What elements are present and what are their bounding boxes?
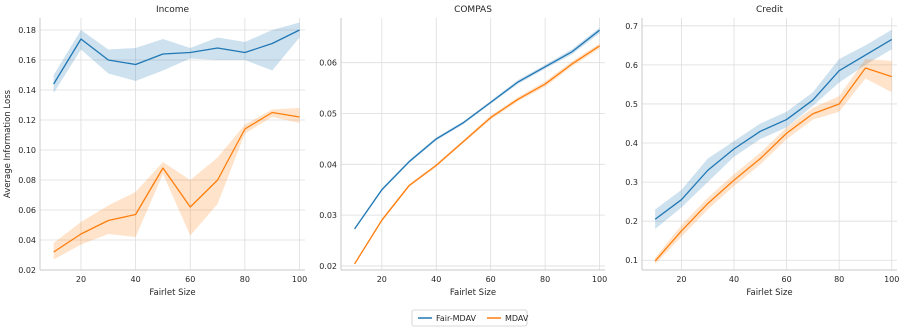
y-tick-label: 0.16: [18, 56, 36, 65]
x-axis-label: Fairlet Size: [746, 288, 792, 298]
y-tick-label: 0.05: [319, 110, 337, 119]
y-axis-label: Average Information Loss: [3, 89, 13, 198]
y-tick-label: 0.6: [625, 61, 638, 70]
x-tick-label: 80: [540, 275, 550, 284]
legend-frame: [411, 309, 528, 327]
y-tick-label: 0.06: [18, 206, 36, 215]
x-tick-label: 80: [834, 275, 844, 284]
confidence-band-mdav: [655, 59, 892, 265]
panel-income: 20 40 60 80 100 0.02 0.04 0.06 0.08 0.10 0.12 0.14 0…: [3, 5, 307, 298]
series-line-mdav: [354, 45, 600, 265]
confidence-band-mdav: [53, 108, 300, 260]
y-tick-label: 0.04: [18, 236, 36, 245]
y-tick-label: 0.02: [18, 266, 36, 275]
y-tick-label: 0.04: [319, 160, 337, 169]
panel-credit: 20 40 60 80 100 0.1 0.2 0.3 0.4 0.5 0.6 0.7 Credit Fa…: [625, 5, 899, 298]
x-tick-label: 20: [377, 275, 387, 284]
panels: 20 40 60 80 1000.020.040.060.080.100.120.140…: [3, 5, 899, 298]
panel-title: Credit: [756, 5, 784, 15]
legend: Fair-MDAV MDAV: [411, 309, 529, 327]
legend-mdav-label: MDAV: [505, 314, 529, 323]
y-tick-label: 0.5: [625, 100, 638, 109]
y-tick-label: 0.02: [319, 262, 337, 271]
x-tick-label: 60: [185, 275, 195, 284]
series-line-fair-mdav: [354, 29, 600, 230]
series-line-mdav: [654, 67, 892, 262]
y-tick-label: 0.1: [625, 256, 638, 265]
x-tick-label: 80: [240, 275, 250, 284]
y-tick-label: 0.18: [18, 26, 36, 35]
y-tick-label: 0.06: [319, 59, 337, 68]
confidence-band-mdav: [354, 43, 600, 265]
x-axis-label: Fairlet Size: [149, 288, 195, 298]
panel-title: COMPAS: [454, 5, 492, 15]
y-tick-label: 0.12: [18, 116, 36, 125]
y-tick-label: 0.2: [625, 217, 638, 226]
panel-title: Income: [156, 5, 190, 15]
y-tick-label: 0.08: [18, 176, 36, 185]
y-tick-label: 0.10: [18, 146, 36, 155]
x-tick-label: 100: [592, 275, 607, 284]
x-tick-label: 100: [292, 275, 307, 284]
x-tick-label: 40: [729, 275, 739, 284]
x-tick-label: 20: [76, 275, 86, 284]
x-tick-label: 60: [781, 275, 791, 284]
x-tick-label: 100: [884, 275, 899, 284]
confidence-band-fair-mdav: [655, 29, 892, 229]
y-tick-label: 0.14: [18, 86, 36, 95]
panel-compas: 20 40 60 80 100 0.02 0.03 0.04 0.05 0.06 COMPAS Fai…: [319, 5, 607, 298]
series-line-fair-mdav: [53, 29, 300, 85]
y-tick-label: 0.3: [625, 178, 638, 187]
x-tick-label: 40: [431, 275, 441, 284]
x-tick-label: 40: [131, 275, 141, 284]
y-tick-label: 0.4: [625, 139, 638, 148]
confidence-band-fair-mdav: [354, 27, 600, 230]
series-line-mdav: [53, 111, 300, 253]
y-tick-label: 0.03: [319, 211, 337, 220]
x-axis-label: Fairlet Size: [450, 288, 496, 298]
x-tick-label: 20: [676, 275, 686, 284]
series-line-fair-mdav: [654, 38, 893, 220]
y-tick-label: 0.7: [625, 22, 638, 31]
x-tick-label: 60: [486, 275, 496, 284]
legend-fair-mdav-label: Fair-MDAV: [436, 314, 477, 323]
confidence-band-fair-mdav: [53, 22, 300, 93]
